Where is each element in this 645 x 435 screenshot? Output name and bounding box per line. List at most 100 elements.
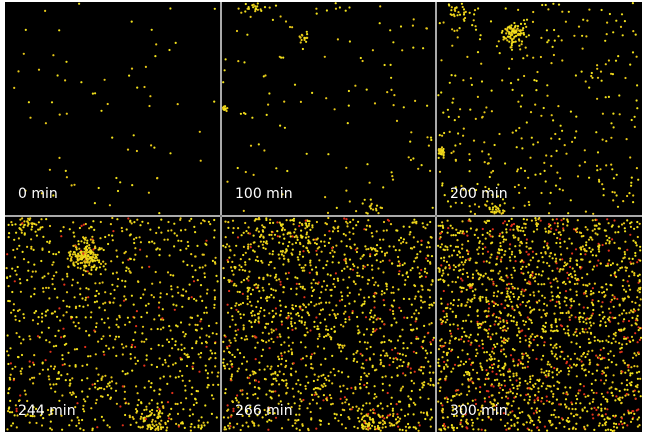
cell-dot	[253, 425, 255, 427]
cell-dot	[602, 396, 604, 398]
cell-dot	[316, 393, 318, 395]
cell-dot	[271, 321, 273, 323]
cell-dot	[613, 374, 615, 376]
cell-dot	[61, 354, 63, 356]
cell-dot	[329, 252, 331, 254]
cell-dot	[274, 267, 276, 269]
cell-dot	[420, 307, 422, 309]
cell-dot	[613, 242, 615, 244]
cell-dot	[405, 355, 407, 357]
cell-dot	[511, 49, 513, 51]
cell-dot	[515, 130, 517, 132]
cell-dot	[448, 264, 450, 266]
cell-dot	[428, 304, 430, 306]
cell-dot	[587, 350, 589, 352]
cell-dot	[360, 353, 362, 355]
cell-dot	[94, 202, 96, 204]
cell-dot	[513, 320, 515, 322]
cell-dot	[265, 219, 267, 221]
cell-dot	[348, 403, 350, 405]
cell-dot	[411, 222, 413, 224]
cell-dot	[364, 199, 366, 201]
cell-dot	[358, 331, 360, 333]
cell-dot	[467, 353, 469, 355]
cell-dot	[108, 348, 110, 350]
cell-dot	[247, 244, 249, 246]
cell-dot	[49, 351, 51, 353]
cell-dot	[475, 262, 477, 264]
cell-dot	[134, 247, 136, 249]
cell-dot	[546, 396, 548, 398]
cell-dot	[492, 347, 494, 349]
cell-dot	[71, 316, 73, 318]
cell-dot	[631, 119, 633, 121]
cell-dot	[615, 60, 617, 62]
cell-dot	[508, 25, 510, 27]
cell-dot	[617, 55, 619, 57]
cell-dot	[397, 352, 399, 354]
cell-dot	[568, 408, 570, 410]
cell-dot	[611, 238, 613, 240]
cell-dot	[373, 284, 375, 286]
cell-dot	[381, 251, 383, 253]
cell-dot	[103, 322, 105, 324]
cell-dot	[356, 316, 358, 318]
cell-dot	[582, 353, 584, 355]
cell-dot	[99, 282, 101, 284]
cell-dot	[314, 374, 316, 376]
cell-dot	[10, 425, 12, 427]
cell-dot	[622, 298, 624, 300]
cell-dot	[282, 286, 284, 288]
cell-dot	[516, 385, 518, 387]
cell-dot	[550, 390, 552, 392]
cell-dot	[56, 316, 58, 318]
cell-dot	[175, 403, 177, 405]
cell-dot	[597, 259, 599, 261]
cell-dot	[243, 356, 245, 358]
cell-dot	[612, 338, 614, 340]
cell-dot	[239, 313, 241, 315]
cell-dot	[478, 297, 480, 299]
cell-dot	[160, 328, 162, 330]
cell-dot	[154, 55, 156, 57]
cell-dot	[238, 269, 240, 271]
cell-dot	[320, 309, 322, 311]
cell-dot	[398, 249, 400, 251]
cell-dot	[251, 326, 253, 328]
cell-dot	[320, 291, 322, 293]
cell-dot	[429, 365, 431, 367]
cell-dot	[240, 113, 242, 115]
cell-dot	[369, 357, 371, 359]
cell-dot	[506, 39, 508, 41]
cell-dot	[193, 226, 195, 228]
cell-dot	[175, 376, 177, 378]
cell-dot	[373, 295, 375, 297]
cell-dot	[339, 385, 341, 387]
cell-dot	[115, 177, 117, 179]
cell-dot	[592, 213, 594, 215]
cell-dot	[490, 270, 492, 272]
cell-dot	[191, 347, 193, 349]
cell-dot	[414, 298, 416, 300]
cell-dot	[200, 318, 202, 320]
cell-dot	[324, 196, 326, 198]
cell-dot	[60, 374, 62, 376]
cell-dot	[474, 234, 476, 236]
cell-dot	[478, 246, 480, 248]
cell-dot	[419, 389, 421, 391]
cell-dot	[497, 272, 499, 274]
cell-dot	[390, 89, 392, 91]
cell-dot	[441, 182, 443, 184]
cell-dot	[511, 306, 513, 308]
cell-dot	[160, 219, 162, 221]
cell-dot	[71, 419, 73, 421]
cell-dot	[610, 164, 612, 166]
cell-dot	[637, 179, 639, 181]
cell-dot	[383, 365, 385, 367]
cell-dot	[145, 406, 147, 408]
cell-dot	[9, 378, 11, 380]
cell-dot	[14, 223, 16, 225]
cell-dot	[589, 321, 591, 323]
cell-dot	[552, 393, 554, 395]
cell-dot	[145, 408, 147, 410]
